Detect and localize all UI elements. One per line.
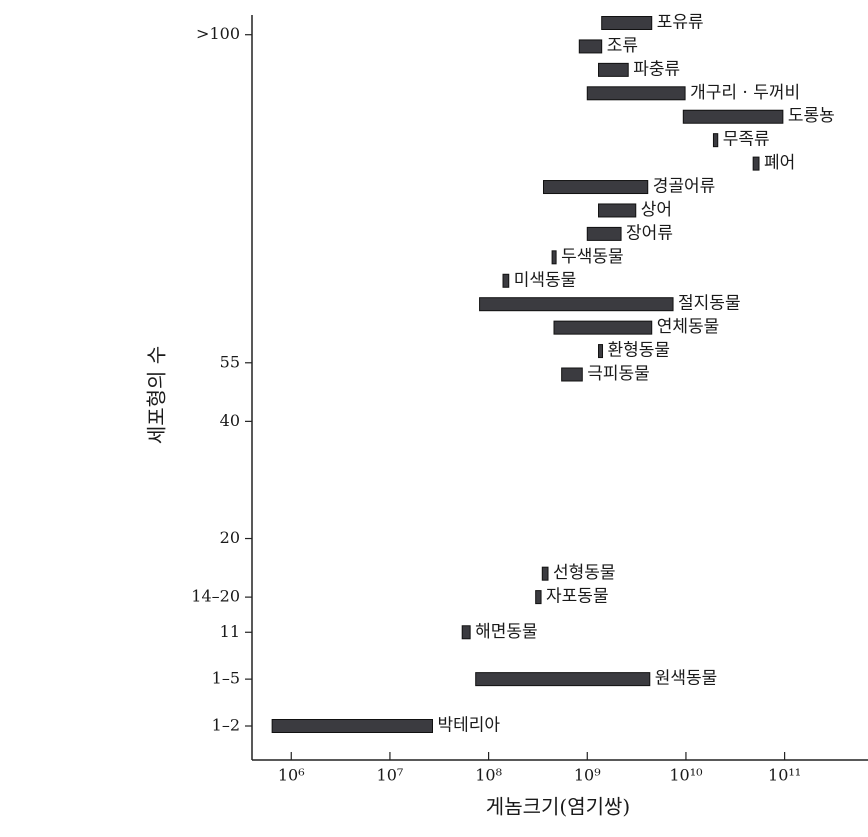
bar-label: 두색동물 [561, 247, 624, 267]
bar [601, 16, 653, 30]
bar [551, 250, 557, 265]
bar-label: 미색동물 [514, 270, 577, 290]
bar-label: 환형동물 [608, 341, 671, 361]
bar [553, 320, 653, 335]
bar [586, 226, 622, 241]
bar [578, 39, 603, 54]
x-tick-label: 10⁶ [278, 766, 305, 785]
bar-label: 절지동물 [678, 294, 741, 314]
bar [561, 367, 583, 382]
bar-label: 장어류 [626, 223, 673, 243]
bar [271, 719, 433, 733]
bar [542, 180, 649, 195]
x-tick-label: 10¹¹ [768, 766, 801, 785]
bar-label: 폐어 [764, 153, 795, 173]
y-tick-label: 1–5 [212, 669, 240, 688]
bar-label: 연체동물 [657, 317, 720, 337]
bar-label: 해면동물 [475, 622, 538, 642]
bar-label: 조류 [607, 36, 638, 56]
y-tick-label: 55 [220, 352, 240, 371]
bar-label: 극피동물 [587, 364, 650, 384]
x-tick-label: 10⁸ [475, 766, 502, 785]
bar-label: 포유류 [657, 13, 704, 33]
bar [502, 273, 510, 288]
bar [682, 109, 784, 124]
y-tick-label: 11 [220, 622, 240, 641]
bar-label: 경골어류 [653, 177, 716, 197]
bar-label: 개구리 · 두꺼비 [690, 83, 800, 103]
x-tick-label: 10⁹ [574, 766, 601, 785]
bar [598, 62, 629, 77]
bar-label: 자포동물 [546, 587, 609, 607]
bar [752, 156, 760, 171]
y-tick-label: >100 [196, 24, 240, 43]
bar [598, 203, 637, 218]
bar-label: 도롱뇽 [788, 106, 835, 126]
x-tick-label: 10⁷ [377, 766, 404, 785]
bar [475, 672, 651, 687]
y-tick-label: 1–2 [212, 716, 240, 735]
bar-label: 파충류 [633, 59, 680, 79]
bar-label: 상어 [641, 200, 672, 220]
bar [535, 590, 542, 605]
bar [598, 344, 604, 359]
bar [479, 297, 674, 312]
bar [541, 566, 549, 581]
bar [461, 625, 471, 640]
y-tick-label: 14–20 [191, 587, 240, 606]
y-axis-title: 세포형의 수 [145, 346, 169, 444]
x-axis-title: 게놈크기(염기쌍) [486, 795, 630, 819]
bar-label: 박테리아 [437, 716, 500, 736]
bar-label: 선형동물 [553, 563, 616, 583]
bar-label: 원색동물 [655, 669, 718, 689]
bar [712, 133, 719, 148]
x-tick-label: 10¹⁰ [669, 766, 702, 785]
bar-label: 무족류 [723, 130, 770, 150]
bar [586, 86, 686, 101]
y-tick-label: 40 [220, 411, 240, 430]
y-tick-label: 20 [220, 528, 240, 547]
